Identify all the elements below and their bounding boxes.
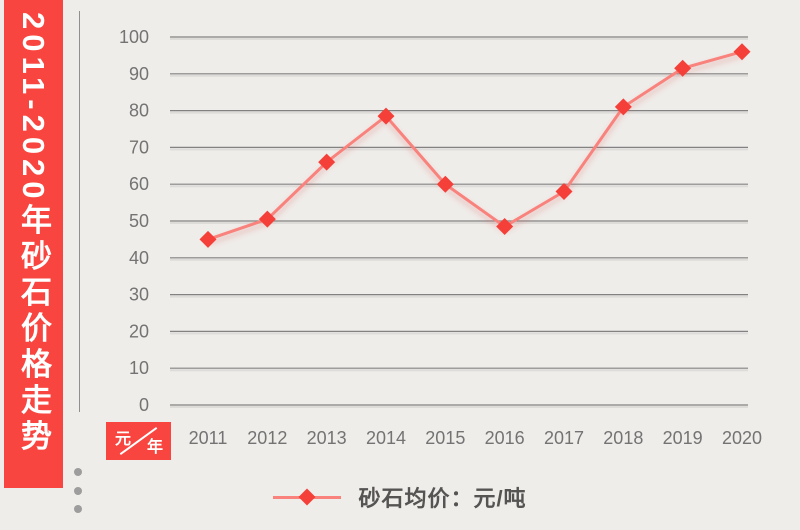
title-banner: 2011-2020年砂石价格走势	[4, 0, 63, 488]
svg-text:2012: 2012	[247, 428, 287, 448]
decor-dot	[74, 468, 82, 476]
svg-text:2016: 2016	[485, 428, 525, 448]
legend-diamond-icon	[298, 488, 316, 505]
chart-legend: 砂石均价：元/吨	[0, 481, 800, 513]
axis-unit-numerator: 元	[115, 431, 132, 448]
svg-text:50: 50	[129, 211, 149, 231]
svg-text:30: 30	[129, 285, 149, 305]
svg-text:2013: 2013	[307, 428, 347, 448]
axis-unit-box: 元 年	[106, 422, 171, 460]
svg-text:10: 10	[129, 358, 149, 378]
svg-text:2014: 2014	[366, 428, 406, 448]
axis-unit-denominator: 年	[146, 439, 163, 456]
svg-text:2011: 2011	[189, 428, 228, 448]
svg-text:2020: 2020	[722, 428, 762, 448]
decor-dots	[74, 468, 82, 524]
svg-text:60: 60	[129, 174, 149, 194]
svg-text:2019: 2019	[663, 428, 703, 448]
decor-dot	[74, 486, 82, 495]
legend-line-marker	[273, 488, 342, 505]
svg-text:90: 90	[129, 64, 149, 84]
svg-text:2017: 2017	[544, 428, 584, 448]
svg-text:40: 40	[129, 248, 149, 268]
svg-text:100: 100	[119, 27, 149, 47]
decor-dot	[74, 505, 82, 513]
svg-text:2018: 2018	[603, 428, 643, 448]
svg-text:0: 0	[139, 395, 149, 415]
svg-text:70: 70	[129, 137, 149, 157]
page-title: 2011-2020年砂石价格走势	[16, 12, 51, 456]
svg-text:20: 20	[129, 321, 149, 341]
legend-label: 砂石均价：元/吨	[358, 486, 527, 511]
svg-text:2015: 2015	[425, 428, 465, 448]
vertical-decor-line	[79, 11, 80, 412]
svg-text:80: 80	[129, 101, 149, 121]
